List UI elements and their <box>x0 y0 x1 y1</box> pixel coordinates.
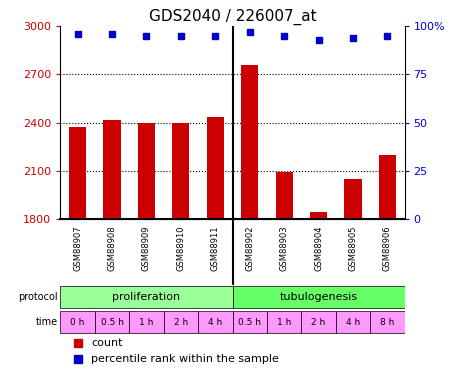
Text: percentile rank within the sample: percentile rank within the sample <box>92 354 279 364</box>
FancyBboxPatch shape <box>164 311 198 333</box>
Text: GSM88904: GSM88904 <box>314 225 323 271</box>
Text: 0.5 h: 0.5 h <box>238 318 261 327</box>
Text: tubulogenesis: tubulogenesis <box>279 292 358 302</box>
Bar <box>69 128 86 219</box>
Bar <box>310 213 327 219</box>
Text: 0 h: 0 h <box>71 318 85 327</box>
Text: GSM88907: GSM88907 <box>73 225 82 271</box>
FancyBboxPatch shape <box>60 286 232 309</box>
Text: 0.5 h: 0.5 h <box>100 318 124 327</box>
FancyBboxPatch shape <box>129 311 164 333</box>
Text: time: time <box>35 317 58 327</box>
Bar <box>276 171 293 219</box>
Bar <box>379 154 396 219</box>
FancyBboxPatch shape <box>60 311 95 333</box>
Text: 2 h: 2 h <box>312 318 326 327</box>
Text: proliferation: proliferation <box>113 292 180 302</box>
Text: GSM88903: GSM88903 <box>279 225 289 271</box>
Text: GSM88906: GSM88906 <box>383 225 392 271</box>
FancyBboxPatch shape <box>370 311 405 333</box>
FancyBboxPatch shape <box>95 311 129 333</box>
Text: GSM88911: GSM88911 <box>211 225 220 271</box>
Text: 1 h: 1 h <box>277 318 291 327</box>
FancyBboxPatch shape <box>301 311 336 333</box>
Text: 2 h: 2 h <box>174 318 188 327</box>
FancyBboxPatch shape <box>232 311 267 333</box>
Bar <box>138 123 155 219</box>
Text: GSM88910: GSM88910 <box>176 225 186 271</box>
Text: protocol: protocol <box>18 292 58 302</box>
Bar <box>172 123 190 219</box>
Text: 4 h: 4 h <box>346 318 360 327</box>
Bar <box>344 179 362 219</box>
Text: GSM88902: GSM88902 <box>245 225 254 271</box>
Bar <box>103 120 121 219</box>
Text: 4 h: 4 h <box>208 318 222 327</box>
FancyBboxPatch shape <box>336 311 370 333</box>
FancyBboxPatch shape <box>232 286 405 309</box>
Bar <box>206 117 224 219</box>
Bar <box>241 65 259 219</box>
Text: GSM88908: GSM88908 <box>107 225 117 271</box>
Text: 1 h: 1 h <box>140 318 153 327</box>
Text: GSM88909: GSM88909 <box>142 225 151 271</box>
Text: count: count <box>92 338 123 348</box>
FancyBboxPatch shape <box>267 311 301 333</box>
FancyBboxPatch shape <box>198 311 232 333</box>
Text: GSM88905: GSM88905 <box>348 225 358 271</box>
Title: GDS2040 / 226007_at: GDS2040 / 226007_at <box>149 9 316 25</box>
Text: 8 h: 8 h <box>380 318 394 327</box>
